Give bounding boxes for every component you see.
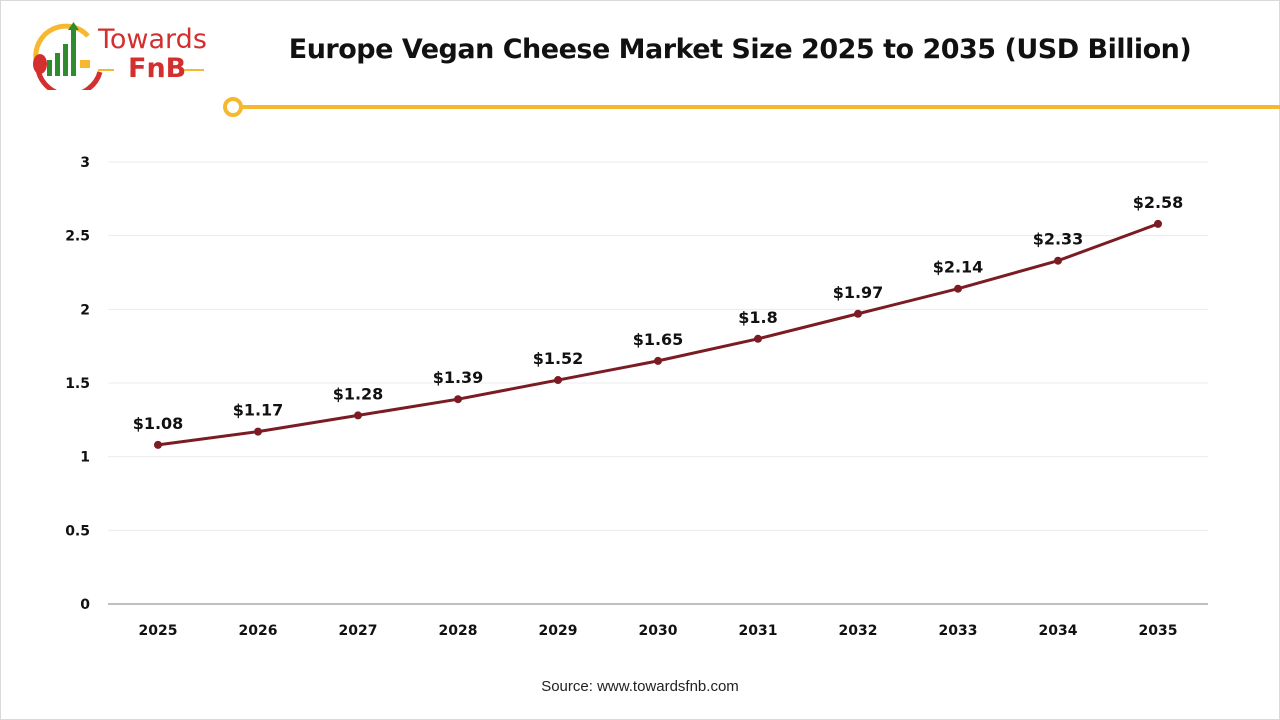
logo-text-top: Towards (98, 24, 207, 55)
data-point (154, 440, 162, 449)
header-rule-dot (223, 97, 243, 117)
data-label: $2.14 (933, 258, 984, 277)
data-label: $2.33 (1033, 230, 1084, 249)
y-tick-label: 1.5 (65, 376, 90, 392)
data-label: $1.52 (533, 349, 584, 368)
x-tick-label: 2030 (639, 623, 678, 639)
logo-rule (98, 69, 114, 71)
data-point (254, 427, 262, 436)
y-tick-label: 1 (80, 450, 90, 466)
data-point (354, 411, 362, 420)
y-tick-label: 2 (80, 302, 90, 318)
data-point (1054, 256, 1062, 265)
logo-text-bottom: FnB (128, 53, 187, 84)
x-tick-label: 2031 (739, 623, 778, 639)
data-point (754, 334, 762, 343)
logo-rule (184, 69, 204, 71)
data-label: $1.39 (433, 368, 484, 387)
data-label: $1.97 (833, 283, 884, 302)
chart-title: Europe Vegan Cheese Market Size 2025 to … (288, 34, 1192, 65)
x-tick-label: 2026 (239, 623, 278, 639)
y-tick-label: 2.5 (65, 229, 90, 245)
logo-mark (33, 22, 103, 90)
data-point (554, 376, 562, 385)
x-tick-label: 2035 (1139, 623, 1178, 639)
y-tick-label: 0 (80, 597, 90, 613)
y-tick-label: 0.5 (65, 523, 90, 539)
x-tick-label: 2027 (339, 623, 378, 639)
data-point (1154, 219, 1162, 228)
data-label: $1.65 (633, 330, 684, 349)
y-tick-label: 3 (80, 155, 90, 171)
data-point (654, 356, 662, 365)
data-label: $1.28 (333, 384, 384, 403)
data-label: $1.8 (738, 308, 777, 327)
x-tick-label: 2032 (839, 623, 878, 639)
source-note: Source: www.towardsfnb.com (541, 678, 739, 695)
x-tick-label: 2025 (139, 623, 178, 639)
data-label: $2.58 (1133, 193, 1184, 212)
data-label: $1.17 (233, 401, 284, 420)
x-tick-label: 2034 (1039, 623, 1078, 639)
logo: Towards FnB (28, 20, 218, 90)
data-point (454, 395, 462, 404)
data-label: $1.08 (133, 414, 184, 433)
data-point (854, 309, 862, 318)
x-tick-label: 2029 (539, 623, 578, 639)
data-point (954, 284, 962, 293)
x-tick-label: 2033 (939, 623, 978, 639)
x-tick-label: 2028 (439, 623, 478, 639)
